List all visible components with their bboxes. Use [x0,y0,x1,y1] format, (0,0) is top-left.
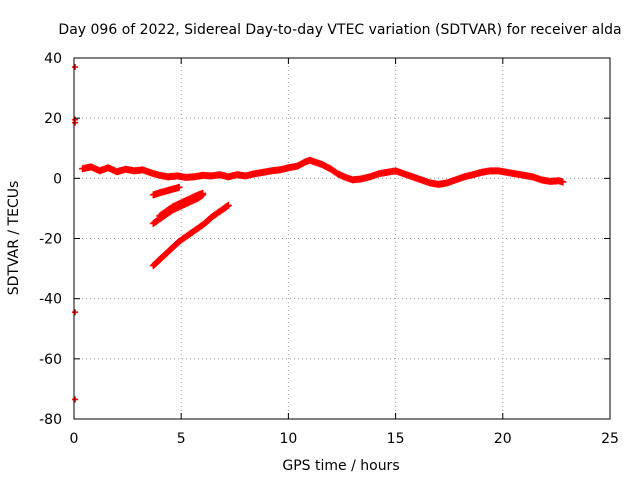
data-point [72,119,79,126]
y-tick-label: 40 [44,51,62,67]
series-sdtvar-outliers [72,64,79,403]
grid [74,58,610,419]
x-tick-label: 15 [387,431,405,447]
series-sdtvar-main-track [79,156,567,188]
y-tick-label: 0 [53,171,62,187]
series-sdtvar-arc-a [149,201,232,270]
data-point [72,309,79,316]
y-tick-label: 20 [44,111,62,127]
y-tick-label: -20 [39,232,62,248]
y-axis-label: SDTVAR / TECUs [6,181,22,296]
data-point [199,189,207,197]
series-sdtvar-arc-d [149,183,183,199]
x-tick-label: 0 [70,431,79,447]
data-point [224,201,232,209]
x-tick-label: 5 [177,431,186,447]
series-sdtvar-arc-c [156,189,207,220]
y-tick-label: -40 [39,292,62,308]
axis-ticks: 0 5 10 15 20 25 -80 -60 -40 -20 0 20 40 [39,51,619,447]
data-point [559,178,567,186]
data-points [72,64,567,403]
data-point [72,64,79,71]
y-tick-label: -80 [39,412,62,428]
data-point [175,183,183,191]
x-axis-label: GPS time / hours [282,458,399,474]
y-tick-label: -60 [39,352,62,368]
chart-title: Day 096 of 2022, Sidereal Day-to-day VTE… [58,22,621,38]
data-point [72,396,79,403]
x-tick-label: 25 [601,431,619,447]
x-tick-label: 10 [279,431,297,447]
x-tick-label: 20 [494,431,512,447]
